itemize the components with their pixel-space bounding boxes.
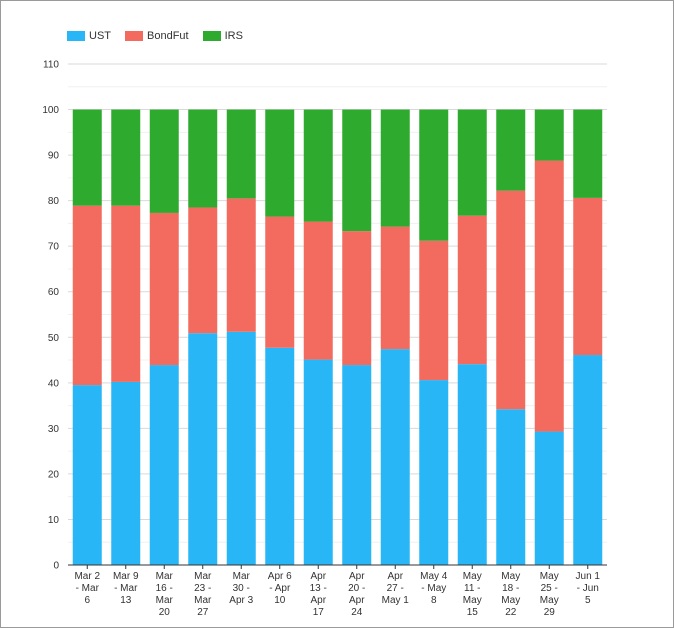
y-tick-label: 70 <box>48 242 60 253</box>
x-tick-label: Mar 16 -Mar 20 <box>156 571 174 618</box>
bar-segment-bondfut <box>226 198 256 332</box>
legend-item-ust[interactable]: UST <box>67 30 111 42</box>
bar-segment-irs <box>496 109 526 191</box>
bar-segment-ust <box>188 333 218 565</box>
bar-segment-ust <box>149 365 179 565</box>
bar-segment-bondfut <box>496 190 526 410</box>
y-tick-label: 90 <box>48 151 60 162</box>
bar-segment-irs <box>72 109 102 206</box>
x-tick-label: Mar 30 -Apr 3 <box>229 571 253 606</box>
x-tick-label: Apr 27 -May 1 <box>382 571 410 606</box>
bar-segment-irs <box>149 109 179 213</box>
bar-segment-irs <box>419 109 449 241</box>
bar-segment-irs <box>111 109 141 206</box>
bar-segment-ust <box>111 381 141 565</box>
x-tick-label: Mar 2- Mar 6 <box>74 571 100 606</box>
bar-segment-irs <box>265 109 295 217</box>
bar-segment-bondfut <box>534 160 564 432</box>
x-tick-label: Apr 13 -Apr 17 <box>310 571 327 618</box>
legend-label-bondfut: BondFut <box>147 30 189 42</box>
legend-item-irs[interactable]: IRS <box>202 30 243 42</box>
y-tick-label: 30 <box>48 424 60 435</box>
bar-segment-bondfut <box>188 207 218 334</box>
bar-segment-irs <box>534 109 564 161</box>
bar-segment-bondfut <box>265 216 295 348</box>
legend-swatch-irs <box>202 31 221 41</box>
bar-segment-bondfut <box>303 221 333 360</box>
x-tick-label: Apr 6- Apr 10 <box>268 571 292 606</box>
x-tick-label: Apr 20 -Apr 24 <box>348 571 365 618</box>
bar-segment-bondfut <box>111 205 141 382</box>
y-tick-label: 110 <box>43 60 59 71</box>
y-tick-label: 80 <box>48 196 60 207</box>
bar-segment-ust <box>496 409 526 565</box>
bar-segment-ust <box>72 385 102 565</box>
bar-segment-irs <box>226 109 256 199</box>
bar-segment-irs <box>573 109 603 198</box>
legend-label-irs: IRS <box>224 30 243 42</box>
bar-segment-bondfut <box>380 226 410 350</box>
y-tick-label: 60 <box>48 287 60 298</box>
y-tick-label: 10 <box>48 515 60 526</box>
x-tick-label: May 25 -May 29 <box>540 571 559 618</box>
x-tick-label: Jun 1- Jun 5 <box>576 571 601 606</box>
bar-segment-bondfut <box>419 240 449 381</box>
bar-segment-ust <box>303 359 333 565</box>
bar-segment-bondfut <box>72 205 102 386</box>
x-tick-label: May 11 -May 15 <box>463 571 482 618</box>
bar-segment-irs <box>303 109 333 222</box>
x-tick-label: Mar 23 -Mar 27 <box>194 571 212 618</box>
bar-segment-irs <box>380 109 410 227</box>
bar-segment-ust <box>419 380 449 565</box>
y-tick-label: 0 <box>53 561 59 572</box>
legend-item-bondfut[interactable]: BondFut <box>125 30 189 42</box>
bar-segment-bondfut <box>342 231 372 366</box>
legend-label-ust: UST <box>89 30 111 42</box>
y-tick-label: 50 <box>48 333 60 344</box>
bar-segment-ust <box>457 364 487 565</box>
legend-swatch-bondfut <box>125 31 143 41</box>
x-tick-label: Mar 9- Mar 13 <box>113 571 139 606</box>
bar-segment-irs <box>342 109 372 232</box>
bar-segment-ust <box>534 431 564 565</box>
bar-segment-bondfut <box>149 212 179 366</box>
bar-segment-ust <box>342 365 372 565</box>
x-tick-label: May 4- May 8 <box>420 571 448 606</box>
bar-segment-ust <box>226 331 256 565</box>
bar-segment-irs <box>457 109 487 216</box>
legend: UST BondFut IRS <box>67 30 243 42</box>
bar-segment-ust <box>573 355 603 565</box>
bar-segment-ust <box>265 347 295 565</box>
x-tick-label: May 18 -May 22 <box>501 571 520 618</box>
bar-segment-ust <box>380 349 410 565</box>
y-tick-label: 40 <box>48 378 60 389</box>
bar-segment-irs <box>188 109 218 208</box>
bar-segment-bondfut <box>573 197 603 356</box>
bar-segment-bondfut <box>457 215 487 365</box>
legend-swatch-ust <box>67 31 85 41</box>
y-tick-label: 100 <box>42 105 59 116</box>
y-tick-label: 20 <box>48 469 60 480</box>
